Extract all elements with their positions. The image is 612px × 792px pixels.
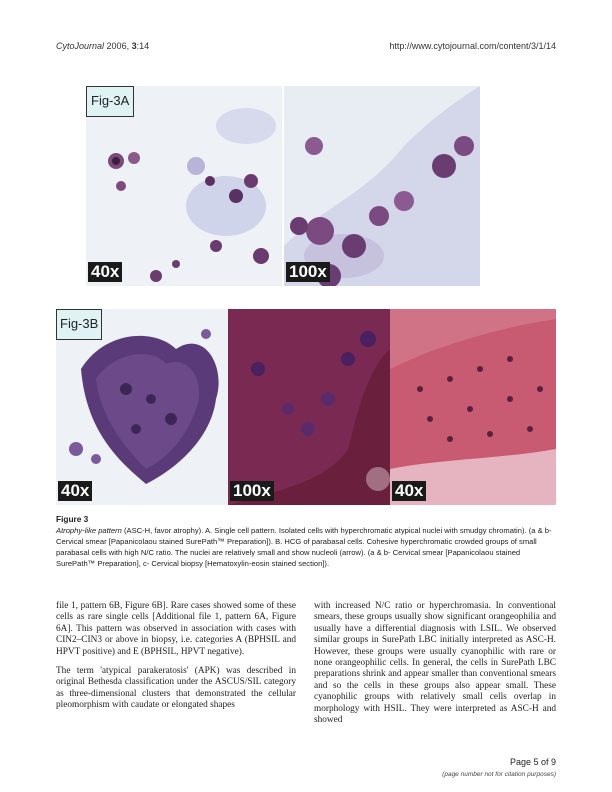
figure-3a-panel-b: 100x — [284, 86, 480, 286]
micrograph-image — [56, 309, 228, 505]
body-paragraph: with increased N/C ratio or hyperchromas… — [314, 601, 556, 726]
magnification-label: 40x — [88, 262, 123, 282]
page-number: Page 5 of 9 — [509, 757, 556, 767]
page-note: (page number not for citation purposes) — [442, 771, 556, 778]
caption-lead: Atrophy-like pattern — [56, 526, 122, 535]
figure-3b-panel-c: 40x — [390, 309, 556, 505]
magnification-label: 40x — [392, 481, 427, 501]
journal-year: 2006, — [106, 41, 130, 51]
figure-3a-label: Fig-3A — [86, 86, 135, 117]
figure-caption: Atrophy-like pattern (ASC-H, favor atrop… — [56, 525, 556, 569]
magnification-label: 100x — [230, 481, 274, 501]
journal-volume: 3 — [131, 41, 137, 51]
journal-name: CytoJournal — [56, 41, 105, 51]
micrograph-image — [86, 86, 282, 286]
magnification-label: 40x — [58, 481, 93, 501]
micrograph-image — [228, 309, 390, 505]
figure-3b-panel-b: 100x — [228, 309, 390, 505]
running-header-citation: CytoJournal 2006, 3:14 — [56, 41, 149, 51]
figure-caption-title: Figure 3 — [56, 514, 89, 524]
magnification-label: 100x — [286, 262, 330, 282]
body-paragraph: file 1, pattern 6B, Figure 6B]. Rare cas… — [56, 601, 296, 657]
article-number: :14 — [136, 41, 150, 51]
body-column-left: file 1, pattern 6B, Figure 6B]. Rare cas… — [56, 601, 296, 720]
figure-3b-panel-a: Fig-3B 40x — [56, 309, 228, 505]
running-header-url[interactable]: http://www.cytojournal.com/content/3/1/1… — [389, 41, 556, 51]
micrograph-image — [390, 309, 556, 505]
figure-3b-label: Fig-3B — [56, 309, 103, 340]
micrograph-image — [284, 86, 480, 286]
caption-text: (ASC-H, favor atrophy). A. Single cell p… — [56, 526, 552, 568]
body-column-right: with increased N/C ratio or hyperchromas… — [314, 601, 556, 734]
body-paragraph: The term 'atypical parakeratosis' (APK) … — [56, 666, 296, 711]
figure-3a-panel-a: Fig-3A 40x — [86, 86, 282, 286]
